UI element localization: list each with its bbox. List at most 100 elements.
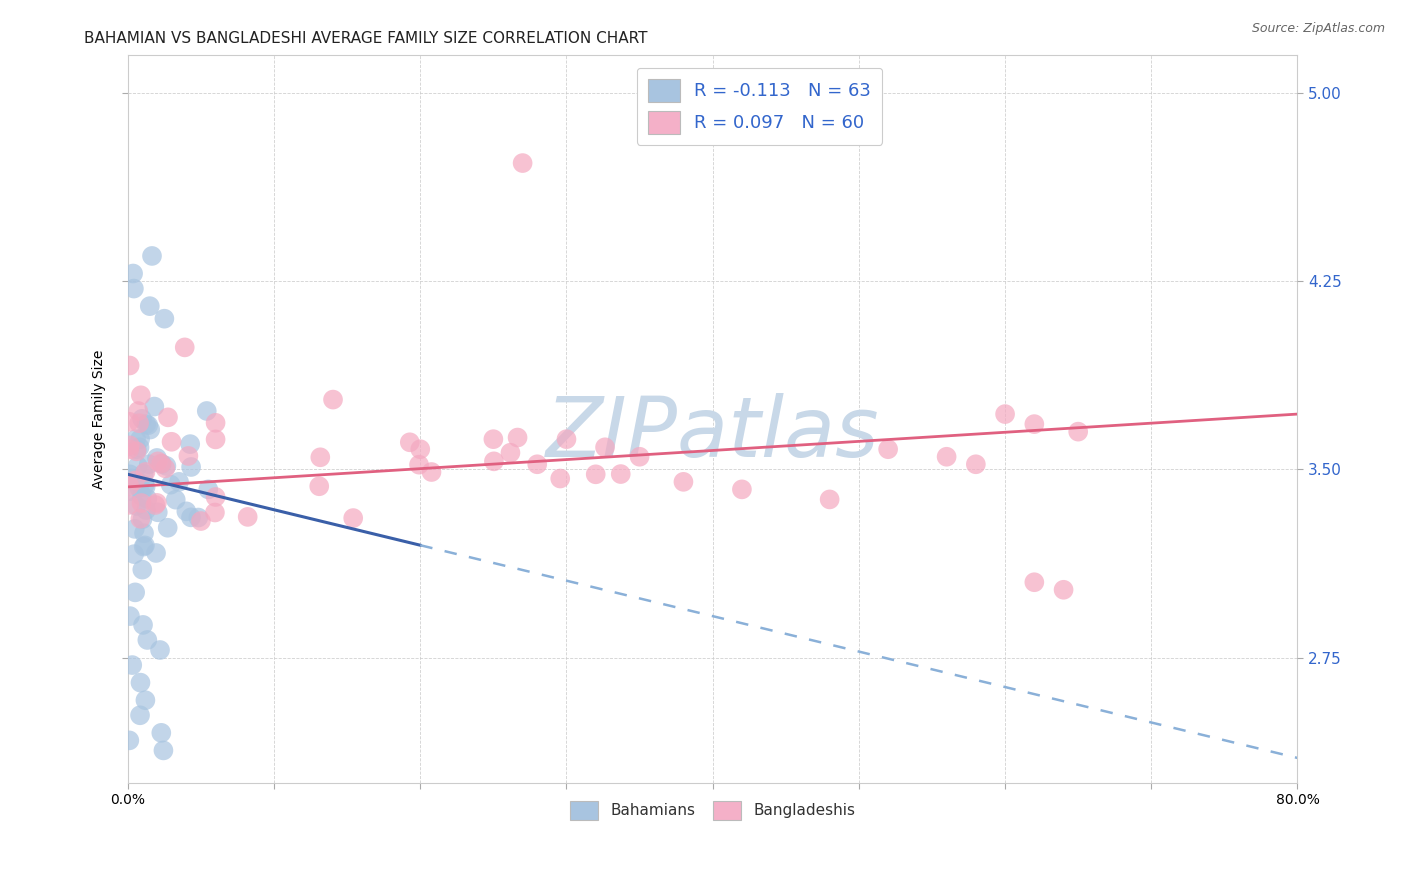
Point <box>128 440 150 454</box>
Point <box>127 458 149 473</box>
Point <box>132 540 155 554</box>
Point <box>155 458 177 473</box>
Point <box>180 460 202 475</box>
Point <box>146 450 169 465</box>
Point <box>159 477 181 491</box>
Point <box>129 675 152 690</box>
Point <box>167 475 190 489</box>
Point <box>935 450 957 464</box>
Point <box>236 509 259 524</box>
Point <box>153 311 176 326</box>
Point <box>118 609 141 624</box>
Point <box>482 432 505 446</box>
Point <box>129 708 152 723</box>
Text: BAHAMIAN VS BANGLADESHI AVERAGE FAMILY SIZE CORRELATION CHART: BAHAMIAN VS BANGLADESHI AVERAGE FAMILY S… <box>84 31 648 46</box>
Point <box>125 444 148 458</box>
Point <box>204 433 226 447</box>
Point <box>155 461 177 475</box>
Point <box>409 442 432 457</box>
Point <box>129 388 152 402</box>
Point <box>197 483 219 497</box>
Point <box>134 478 156 492</box>
Point <box>128 475 150 490</box>
Point <box>204 416 226 430</box>
Point <box>628 450 651 464</box>
Point <box>965 457 987 471</box>
Point <box>526 457 548 471</box>
Point <box>118 442 141 457</box>
Point <box>118 467 141 482</box>
Point <box>136 632 159 647</box>
Point <box>548 471 571 485</box>
Point <box>135 465 157 479</box>
Point <box>672 475 695 489</box>
Point <box>125 432 148 446</box>
Point <box>731 483 754 497</box>
Legend: Bahamians, Bangladeshis: Bahamians, Bangladeshis <box>564 795 862 826</box>
Point <box>136 418 159 433</box>
Point <box>1024 575 1046 590</box>
Point <box>132 526 155 541</box>
Point <box>190 514 212 528</box>
Point <box>187 510 209 524</box>
Point <box>129 512 152 526</box>
Point <box>121 658 143 673</box>
Point <box>124 585 146 599</box>
Point <box>149 643 172 657</box>
Point <box>585 467 607 482</box>
Point <box>176 504 198 518</box>
Point <box>131 512 153 526</box>
Point <box>420 465 443 479</box>
Point <box>1024 417 1046 431</box>
Point <box>124 522 146 536</box>
Point <box>135 417 157 431</box>
Point <box>499 446 522 460</box>
Point <box>118 415 141 429</box>
Point <box>139 299 162 313</box>
Text: ZIPatlas: ZIPatlas <box>546 393 880 475</box>
Point <box>132 467 155 481</box>
Point <box>118 733 141 747</box>
Point <box>118 498 141 512</box>
Point <box>132 618 155 632</box>
Point <box>877 442 900 457</box>
Point <box>482 454 505 468</box>
Point <box>128 481 150 495</box>
Point <box>160 434 183 449</box>
Point <box>195 404 218 418</box>
Point <box>818 492 841 507</box>
Point <box>118 484 141 499</box>
Point <box>204 506 226 520</box>
Point <box>134 538 156 552</box>
Point <box>512 156 534 170</box>
Point <box>322 392 344 407</box>
Point <box>139 423 162 437</box>
Point <box>131 496 153 510</box>
Point <box>309 450 332 465</box>
Point <box>150 457 173 471</box>
Point <box>143 498 166 512</box>
Point <box>129 432 152 446</box>
Point <box>125 442 148 457</box>
Point <box>204 490 226 504</box>
Point <box>124 474 146 488</box>
Point <box>506 431 529 445</box>
Point <box>150 457 173 471</box>
Point <box>156 521 179 535</box>
Point <box>122 267 145 281</box>
Point <box>398 435 420 450</box>
Point <box>128 416 150 430</box>
Point <box>118 479 141 493</box>
Point <box>1052 582 1074 597</box>
Point <box>179 437 201 451</box>
Point <box>609 467 631 481</box>
Point <box>141 249 163 263</box>
Point <box>143 400 166 414</box>
Point <box>146 496 169 510</box>
Text: Source: ZipAtlas.com: Source: ZipAtlas.com <box>1251 22 1385 36</box>
Point <box>177 449 200 463</box>
Point <box>1067 425 1090 439</box>
Point <box>152 743 174 757</box>
Point <box>136 491 159 506</box>
Point <box>122 547 145 561</box>
